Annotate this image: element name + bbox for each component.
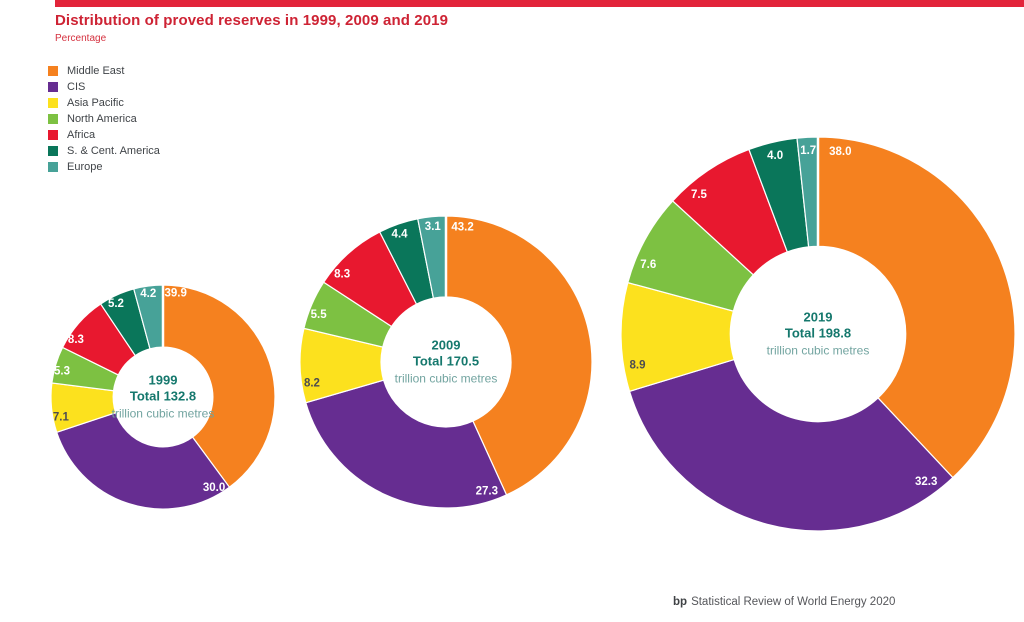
source-text: Statistical Review of World Energy 2020	[691, 596, 896, 608]
legend-item-europe: Europe	[48, 159, 160, 175]
brand-accent-bar	[55, 0, 1024, 7]
legend-item-cis: CIS	[48, 79, 160, 95]
legend-swatch-icon	[48, 146, 58, 156]
donut-unit: trillion cubic metres	[766, 343, 870, 358]
slice-value-2009-europe: 3.1	[425, 221, 442, 233]
donut-year: 2019	[803, 309, 833, 325]
slice-value-2009-asia-pacific: 8.2	[304, 378, 320, 390]
donut-unit: trillion cubic metres	[111, 406, 215, 421]
slice-value-1999-cis: 30.0	[203, 482, 225, 494]
legend-label: Europe	[67, 161, 103, 173]
slice-value-2019-cis: 32.3	[915, 476, 937, 488]
slice-value-2009-africa: 8.3	[334, 269, 350, 281]
slice-value-2019-asia-pacific: 8.9	[630, 360, 646, 372]
legend-swatch-icon	[48, 114, 58, 124]
legend-swatch-icon	[48, 82, 58, 92]
legend-swatch-icon	[48, 130, 58, 140]
donut-total: Total 198.8	[784, 325, 852, 341]
legend-label: S. & Cent. America	[67, 145, 160, 157]
legend-label: CIS	[67, 81, 86, 93]
slice-value-2019-africa: 7.5	[691, 189, 708, 201]
slice-2009-middle-east	[445, 215, 593, 496]
slice-value-1999-middle-east: 39.9	[164, 288, 186, 300]
slice-value-2009-s-cent-america: 4.4	[392, 228, 409, 240]
slice-value-2009-cis: 27.3	[476, 486, 498, 498]
slice-value-2019-s-cent-america: 4.0	[767, 150, 783, 162]
slice-value-2019-europe: 1.7	[800, 145, 816, 157]
slice-value-2019-north-america: 7.6	[640, 259, 656, 271]
donut-year: 1999	[148, 372, 178, 388]
slice-value-1999-asia-pacific: 7.1	[53, 412, 70, 424]
source-note: bp Statistical Review of World Energy 202…	[673, 596, 895, 608]
donut-center-2019: 2019 Total 198.8 trillion cubic metres	[763, 310, 873, 359]
legend-swatch-icon	[48, 66, 58, 76]
legend: Middle East CIS Asia Pacific North America A…	[48, 63, 160, 175]
donut-center-1999: 1999 Total 132.8 trillion cubic metres	[108, 373, 218, 422]
legend-item-s-cent-america: S. & Cent. America	[48, 143, 160, 159]
slice-1999-middle-east	[162, 284, 276, 489]
slice-value-2009-middle-east: 43.2	[451, 221, 473, 233]
slice-value-1999-europe: 4.2	[140, 288, 156, 300]
chart-title: Distribution of proved reserves in 1999,…	[55, 12, 449, 29]
slice-2019-cis	[628, 358, 954, 532]
slice-2009-cis	[305, 379, 508, 509]
donut-total: Total 170.5	[412, 353, 480, 369]
legend-item-middle-east: Middle East	[48, 63, 160, 79]
donut-year: 2009	[431, 337, 461, 353]
donut-total: Total 132.8	[129, 388, 197, 404]
donut-unit: trillion cubic metres	[394, 371, 498, 386]
legend-swatch-icon	[48, 98, 58, 108]
source-brand: bp	[673, 596, 688, 608]
legend-item-africa: Africa	[48, 127, 160, 143]
slice-value-2009-north-america: 5.5	[311, 309, 328, 321]
slice-2019-middle-east	[817, 136, 1016, 479]
slice-value-1999-africa: 8.3	[68, 334, 84, 346]
slice-value-2019-middle-east: 38.0	[829, 146, 851, 158]
legend-label: Middle East	[67, 65, 125, 77]
legend-swatch-icon	[48, 162, 58, 172]
slice-value-1999-s-cent-america: 5.2	[108, 298, 124, 310]
slice-value-1999-north-america: 5.3	[54, 365, 70, 377]
legend-label: Asia Pacific	[67, 97, 124, 109]
slice-1999-cis	[55, 411, 231, 510]
legend-item-north-america: North America	[48, 111, 160, 127]
donut-center-2009: 2009 Total 170.5 trillion cubic metres	[391, 338, 501, 387]
legend-label: North America	[67, 113, 137, 125]
legend-label: Africa	[67, 129, 96, 141]
legend-item-asia-pacific: Asia Pacific	[48, 95, 160, 111]
chart-subtitle: Percentage	[55, 33, 107, 44]
